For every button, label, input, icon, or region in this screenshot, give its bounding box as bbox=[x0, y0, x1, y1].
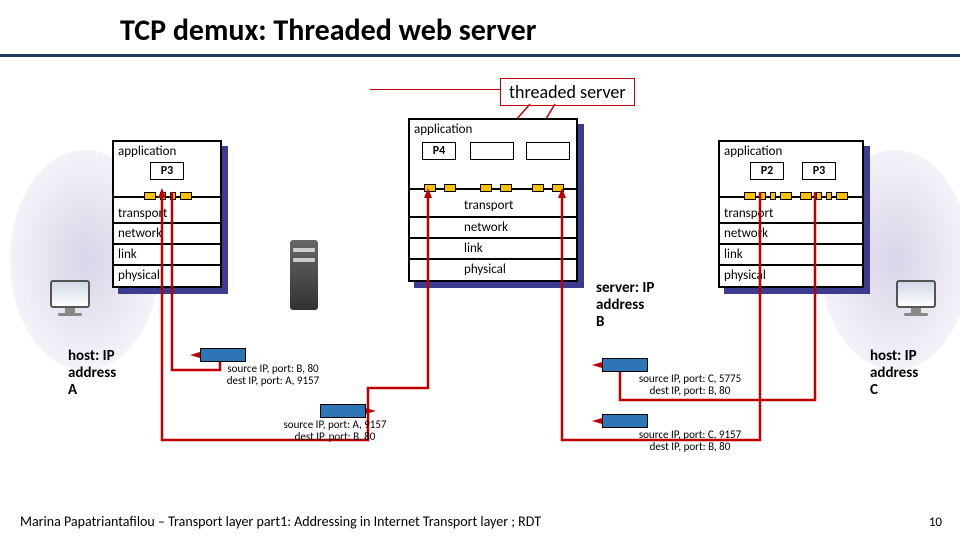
computer-icon bbox=[44, 280, 96, 322]
layer-application: application P3 bbox=[114, 142, 220, 198]
layer-network: network bbox=[114, 224, 220, 245]
label-transport: transport bbox=[724, 206, 773, 221]
socket-icon bbox=[424, 184, 436, 192]
stack-host-c: application P2 P3 transport network link… bbox=[718, 140, 864, 288]
label-transport: transport bbox=[118, 206, 167, 221]
computer-icon bbox=[890, 280, 942, 322]
threaded-server-label: threaded server bbox=[500, 78, 635, 106]
socket-icon bbox=[836, 192, 848, 200]
socket-icon bbox=[552, 184, 564, 192]
layer-transport: transport bbox=[114, 198, 220, 224]
packet-arrow-icon bbox=[190, 352, 200, 358]
process-p3-left: P3 bbox=[150, 162, 184, 180]
socket-icon bbox=[500, 184, 512, 192]
packet1-text: source IP, port: B, 80 dest IP, port: A,… bbox=[188, 363, 358, 387]
layer-transport: transport bbox=[720, 198, 862, 224]
socket-icon bbox=[780, 192, 792, 200]
server-b-label: server: IP address B bbox=[596, 280, 654, 331]
socket-icon bbox=[770, 192, 776, 200]
packet2-text: source IP, port: A, 9157 dest IP, port: … bbox=[240, 419, 430, 443]
layer-physical: physical bbox=[720, 266, 862, 286]
label-application: application bbox=[414, 122, 472, 137]
layer-network: network bbox=[720, 224, 862, 245]
packet-arrow-icon bbox=[592, 418, 602, 424]
thread-box-icon bbox=[470, 142, 514, 160]
layer-application: application P4 bbox=[410, 120, 576, 190]
stack-host-a: application P3 transport network link ph… bbox=[112, 140, 222, 288]
process-p2: P2 bbox=[750, 162, 784, 180]
layer-link: link bbox=[410, 239, 576, 260]
socket-icon bbox=[144, 192, 156, 200]
title-underline bbox=[0, 54, 960, 57]
layer-link: link bbox=[114, 245, 220, 266]
packet-icon bbox=[200, 348, 246, 362]
socket-icon bbox=[480, 184, 492, 192]
host-a-label: host: IP address A bbox=[68, 348, 116, 399]
label-application: application bbox=[724, 144, 782, 159]
threaded-line bbox=[370, 89, 500, 90]
packet3-text: source IP, port: C, 5775 dest IP, port: … bbox=[600, 373, 780, 397]
layer-physical: physical bbox=[410, 260, 576, 280]
layer-transport: transport bbox=[410, 190, 576, 218]
socket-icon bbox=[800, 192, 812, 200]
layer-physical: physical bbox=[114, 266, 220, 286]
socket-icon bbox=[180, 192, 192, 200]
server-icon bbox=[290, 240, 318, 310]
label-application: application bbox=[118, 144, 176, 159]
socket-icon bbox=[444, 184, 456, 192]
socket-icon bbox=[826, 192, 832, 200]
host-c-label: host: IP address C bbox=[870, 348, 918, 399]
socket-icon bbox=[532, 184, 544, 192]
socket-icon bbox=[816, 192, 822, 200]
stack-server-b: application P4 transport network link ph… bbox=[408, 118, 578, 282]
packet-icon bbox=[320, 404, 366, 418]
layer-application: application P2 P3 bbox=[720, 142, 862, 198]
page-title: TCP demux: Threaded web server bbox=[120, 12, 536, 49]
process-p4: P4 bbox=[422, 142, 456, 160]
page-number: 10 bbox=[929, 515, 942, 530]
packet4-text: source IP, port: C, 9157 dest IP, port: … bbox=[600, 429, 780, 453]
process-p3-right: P3 bbox=[802, 162, 836, 180]
packet-arrow-icon bbox=[366, 408, 376, 414]
label-transport: transport bbox=[464, 198, 513, 213]
thread-box-icon bbox=[526, 142, 570, 160]
packet-icon bbox=[602, 414, 648, 428]
socket-icon bbox=[744, 192, 756, 200]
socket-icon bbox=[160, 192, 166, 200]
layer-network: network bbox=[410, 218, 576, 239]
socket-icon bbox=[170, 192, 176, 200]
socket-icon bbox=[760, 192, 766, 200]
packet-icon bbox=[602, 358, 648, 372]
packet-arrow-icon bbox=[592, 362, 602, 368]
layer-link: link bbox=[720, 245, 862, 266]
footer-text: Marina Papatriantafilou – Transport laye… bbox=[20, 513, 541, 530]
